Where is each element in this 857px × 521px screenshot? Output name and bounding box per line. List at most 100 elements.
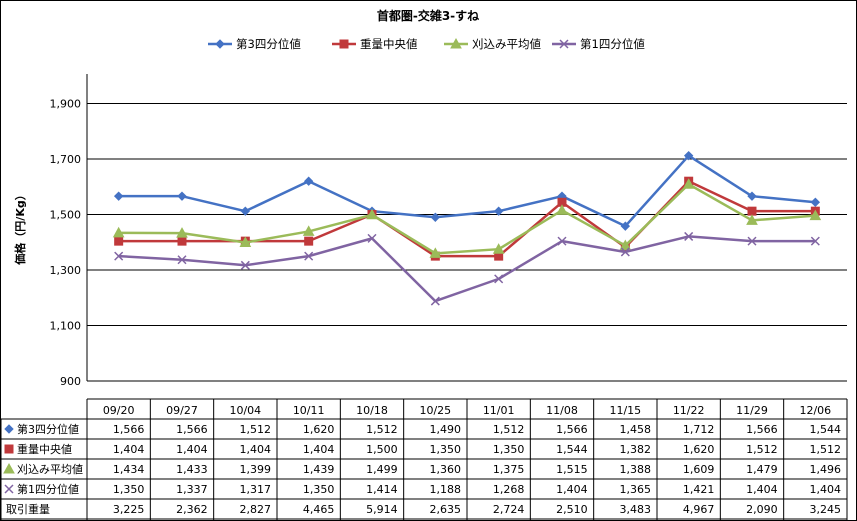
marker-square xyxy=(339,39,349,49)
table-cell: 1,404 xyxy=(810,483,842,496)
chart-title: 首都圏-交雑3-すね xyxy=(377,8,479,23)
marker-x xyxy=(620,247,630,257)
series-line xyxy=(118,235,816,303)
marker-triangle xyxy=(429,247,442,258)
table-cell: 1,399 xyxy=(240,463,272,476)
table-cell: 1,337 xyxy=(176,483,208,496)
marker-diamond xyxy=(215,39,225,49)
table-cell: 1,479 xyxy=(746,463,778,476)
table-cell: 1,512 xyxy=(366,423,398,436)
marker-triangle xyxy=(239,236,252,248)
y-tick-label: 1,500 xyxy=(50,209,82,222)
table-cell: 1,404 xyxy=(113,443,145,456)
marker-triangle xyxy=(3,462,15,474)
table-cell: 1,350 xyxy=(430,443,462,456)
table-cell: 1,499 xyxy=(366,463,398,476)
table-cell: 1,414 xyxy=(366,483,398,496)
marker-x xyxy=(559,39,569,49)
y-tick-label: 1,300 xyxy=(50,264,82,277)
marker-x xyxy=(557,236,567,246)
table-cell: 1,317 xyxy=(240,483,272,496)
legend: 第3四分位値 重量中央値 刈込み平均値 第1四分位値 xyxy=(208,37,645,51)
table-cell: 1,350 xyxy=(493,443,525,456)
marker-diamond xyxy=(493,206,504,216)
legend-label: 重量中央値 xyxy=(360,37,418,51)
table-cell: 1,500 xyxy=(366,443,398,456)
legend-label: 第1四分位値 xyxy=(580,37,645,51)
table-cell: 3,225 xyxy=(113,503,145,516)
y-axis-label: 価格（円/Kg） xyxy=(13,189,27,265)
x-tick-label: 11/29 xyxy=(736,404,768,417)
table-cell: 1,439 xyxy=(303,463,335,476)
x-tick-label: 09/27 xyxy=(166,404,198,417)
series-3 xyxy=(112,178,822,258)
marker-diamond xyxy=(177,191,187,201)
marker-square xyxy=(304,236,314,246)
x-tick-label: 10/25 xyxy=(419,404,451,417)
table-row-label: 第3四分位値 xyxy=(17,422,79,436)
y-tick-label: 1,900 xyxy=(50,98,82,111)
marker-diamond xyxy=(303,176,314,186)
x-tick-label: 11/01 xyxy=(483,404,515,417)
marker-diamond xyxy=(683,150,694,161)
marker-diamond xyxy=(620,221,631,231)
marker-x xyxy=(494,274,504,284)
table-cell: 1,404 xyxy=(556,483,588,496)
table-row-label: 第1四分位値 xyxy=(17,482,79,496)
marker-x xyxy=(114,251,124,261)
table-cell: 1,350 xyxy=(113,483,145,496)
marker-triangle xyxy=(809,209,822,221)
table-cell: 1,404 xyxy=(176,443,208,456)
table-cell: 2,362 xyxy=(176,503,208,516)
table-cell: 1,512 xyxy=(240,423,272,436)
marker-diamond xyxy=(4,424,14,434)
y-tick-label: 1,100 xyxy=(50,320,82,333)
table-cell: 1,434 xyxy=(113,463,145,476)
marker-triangle xyxy=(619,239,632,251)
table-cell: 1,566 xyxy=(113,423,145,436)
table-cell: 1,609 xyxy=(683,463,715,476)
series-line xyxy=(118,183,816,255)
x-tick-label: 10/11 xyxy=(293,404,325,417)
y-tick-label: 900 xyxy=(60,375,81,388)
y-tick-labels: 900 1,100 1,300 1,500 1,700 1,900 xyxy=(50,98,82,389)
table-cell: 1,490 xyxy=(430,423,462,436)
marker-x xyxy=(430,296,440,306)
marker-triangle xyxy=(556,204,568,215)
table-cell: 1,458 xyxy=(620,423,652,436)
marker-diamond xyxy=(113,191,124,201)
table-cell: 1,544 xyxy=(810,423,842,436)
marker-triangle xyxy=(746,214,758,225)
marker-square xyxy=(4,444,14,454)
series-group xyxy=(112,150,822,306)
table-cell: 1,365 xyxy=(620,483,652,496)
series-1 xyxy=(113,150,821,231)
data-table: 09/20 09/27 10/04 10/11 10/18 10/25 11/01 11/08… xyxy=(0,398,848,520)
table-cell: 1,268 xyxy=(493,483,525,496)
table-cell: 1,566 xyxy=(746,423,778,436)
legend-label: 刈込み平均値 xyxy=(472,37,541,51)
table-cell: 1,433 xyxy=(176,463,208,476)
x-tick-label: 09/20 xyxy=(103,404,135,417)
marker-diamond xyxy=(810,197,821,207)
x-tick-label: 10/04 xyxy=(229,404,261,417)
table-cell: 4,465 xyxy=(303,503,335,516)
table-cell: 1,188 xyxy=(430,483,462,496)
table-cell: 1,620 xyxy=(683,443,715,456)
table-cell: 1,512 xyxy=(493,423,525,436)
table-cell: 3,245 xyxy=(810,503,842,516)
marker-diamond xyxy=(430,212,441,222)
table-cell: 2,510 xyxy=(556,503,588,516)
table-cell: 1,566 xyxy=(176,423,208,436)
marker-triangle xyxy=(492,243,505,254)
marker-x xyxy=(810,236,820,246)
table-cell: 1,350 xyxy=(303,483,335,496)
marker-x xyxy=(684,231,694,241)
table-cell: 1,360 xyxy=(430,463,462,476)
x-tick-label: 11/08 xyxy=(546,404,578,417)
table-cell: 4,967 xyxy=(683,503,715,516)
marker-diamond xyxy=(747,191,757,201)
marker-x xyxy=(177,255,187,265)
marker-x xyxy=(304,251,314,261)
